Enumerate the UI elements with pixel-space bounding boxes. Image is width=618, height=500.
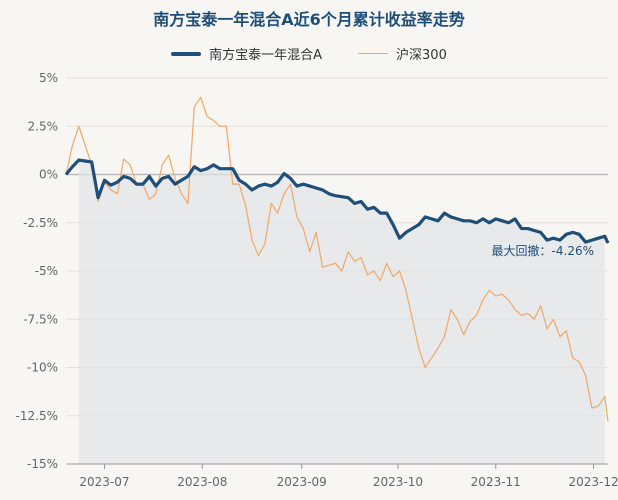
x-tick-label: 2023-12	[568, 475, 618, 489]
drawdown-area	[78, 160, 605, 464]
legend: 南方宝泰一年混合A 沪深300	[0, 44, 618, 63]
drawdown-fill	[78, 160, 605, 464]
y-axis: 5% 2.5% 0% -2.5% -5% -7.5% -10% -12.5% -15%	[16, 71, 58, 471]
legend-swatch-fund	[171, 51, 202, 56]
x-tick-label: 2023-09	[277, 475, 327, 489]
y-tick-label: 5%	[39, 71, 58, 85]
legend-label-fund: 南方宝泰一年混合A	[209, 48, 323, 63]
chart-title: 南方宝泰一年混合A近6个月累计收益率走势	[153, 10, 465, 29]
legend-item-index[interactable]: 沪深300	[358, 44, 447, 63]
y-tick-label: -15%	[27, 457, 58, 471]
x-tick-label: 2023-07	[79, 475, 129, 489]
series-lines	[64, 96, 610, 422]
x-tick-label: 2023-10	[373, 475, 423, 489]
series-line-fund	[64, 158, 610, 244]
x-tick-label: 2023-08	[177, 475, 227, 489]
legend-label-index: 沪深300	[396, 48, 447, 63]
y-tick-label: 0%	[39, 168, 58, 182]
max-drawdown-label: 最大回撤：-4.26%	[492, 243, 594, 258]
legend-swatch-index	[358, 53, 389, 54]
y-tick-label: -10%	[27, 361, 58, 375]
x-axis: 2023-07 2023-08 2023-09 2023-10 2023-11 2023-…	[66, 463, 618, 489]
y-tick-label: -12.5%	[16, 409, 58, 423]
y-tick-label: 2.5%	[28, 119, 59, 133]
x-tick-label: 2023-11	[471, 475, 521, 489]
y-tick-label: -5%	[35, 264, 58, 278]
annotation-layer: 最大回撤：-4.26%	[492, 243, 594, 258]
y-tick-label: -7.5%	[23, 312, 58, 326]
series-line-index	[65, 96, 609, 422]
legend-item-fund[interactable]: 南方宝泰一年混合A	[171, 44, 322, 63]
y-tick-label: -2.5%	[23, 216, 58, 230]
